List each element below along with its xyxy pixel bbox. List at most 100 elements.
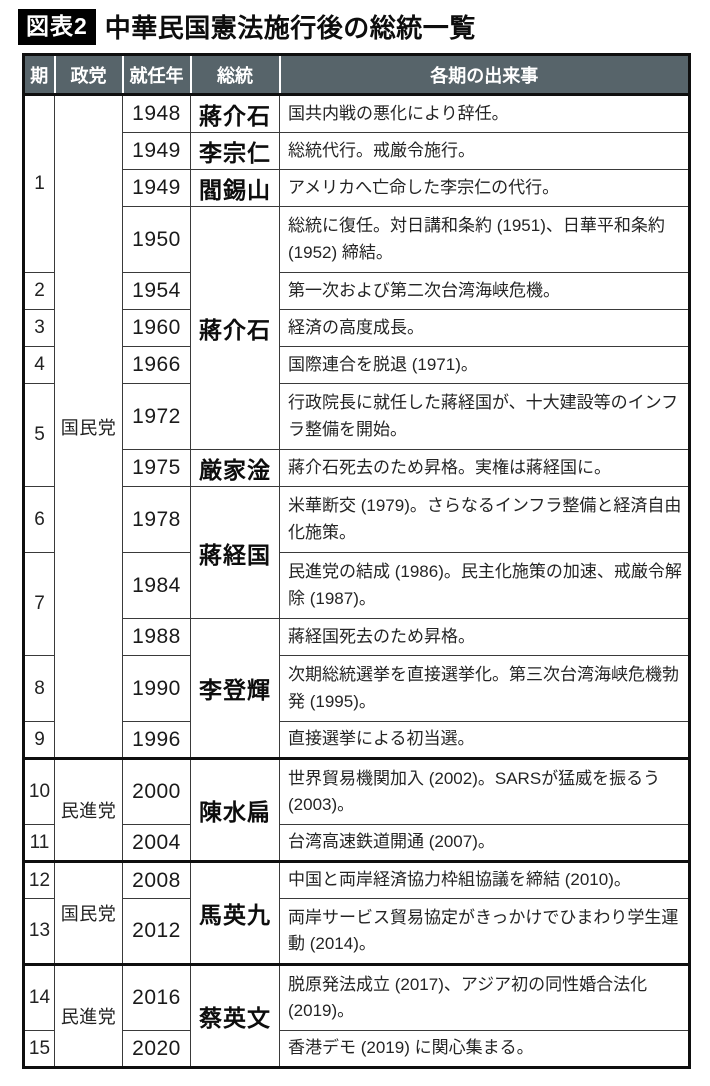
event-cell: 世界貿易機関加入 (2002)。SARSが猛威を振るう (2003)。	[279, 757, 690, 825]
year-cell: 2012	[122, 898, 191, 965]
year-cell: 1996	[122, 721, 191, 759]
table-row: 15 2020 香港デモ (2019) に関心集まる。	[23, 1030, 690, 1068]
year-cell: 1972	[122, 383, 191, 450]
column-header-events: 各期の出来事	[278, 54, 690, 96]
event-cell: 国共内戦の悪化により辞任。	[279, 94, 690, 133]
page: { "figure": { "badge": "図表2", "title": "…	[0, 8, 710, 1086]
event-cell: 行政院長に就任した蔣経国が、十大建設等のインフラ整備を開始。	[279, 383, 690, 450]
table-row: 4 1966 国際連合を脱退 (1971)。	[23, 346, 690, 384]
table-row: 11 2004 台湾高速鉄道開通 (2007)。	[23, 824, 690, 862]
table-row: 1949 李宗仁 総統代行。戒厳令施行。	[24, 132, 690, 170]
table-row: 3 1960 経済の高度成長。	[23, 309, 690, 347]
party-cell: 国民党	[54, 94, 123, 759]
event-cell: 香港デモ (2019) に関心集まる。	[279, 1030, 690, 1068]
table-row: 1949 閻錫山 アメリカへ亡命した李宗仁の代行。	[24, 169, 690, 207]
table-row: 13 2012 両岸サービス貿易協定がきっかけでひまわり学生運動 (2014)。	[23, 898, 690, 965]
table-row: 12 国民党 2008 馬英九 中国と両岸経済協力枠組協議を締結 (2010)。	[23, 860, 690, 965]
page-title: 中華民国憲法施行後の総統一覧	[104, 13, 476, 43]
column-header-period: 期	[23, 54, 55, 96]
event-cell: 国際連合を脱退 (1971)。	[279, 346, 690, 384]
year-cell: 2008	[122, 860, 191, 899]
year-cell: 1975	[122, 449, 191, 487]
president-cell: 李登輝	[190, 618, 280, 759]
period-cell: 14	[23, 963, 55, 1031]
table-header-row: 期 政党 就任年 総統 各期の出来事	[23, 54, 690, 96]
table-body: 1 国民党 1948 蔣介石 国共内戦の悪化により辞任。 1949 李宗仁 総統代行。戒厳令施…	[23, 94, 690, 1068]
period-cell: 7	[23, 552, 55, 656]
column-header-party: 政党	[53, 54, 123, 96]
column-header-president: 総統	[189, 54, 280, 96]
year-cell: 1949	[122, 169, 191, 207]
year-cell: 1949	[122, 132, 191, 170]
year-cell: 1988	[122, 618, 191, 656]
event-cell: 次期総統選挙を直接選挙化。第三次台湾海峡危機勃発 (1995)。	[279, 655, 690, 722]
period-cell: 12	[23, 860, 55, 899]
period-cell: 13	[23, 898, 55, 965]
year-cell: 1990	[122, 655, 191, 722]
party-cell: 民進党	[54, 963, 123, 1068]
event-cell: アメリカへ亡命した李宗仁の代行。	[279, 169, 690, 207]
event-cell: 台湾高速鉄道開通 (2007)。	[279, 824, 690, 862]
year-cell: 1960	[122, 309, 191, 347]
table-row: 2 1954 第一次および第二次台湾海峡危機。	[23, 272, 690, 310]
president-cell: 陳水扁	[190, 757, 280, 862]
event-cell: 脱原発法成立 (2017)、アジア初の同性婚合法化 (2019)。	[279, 963, 690, 1031]
event-cell: 総統代行。戒厳令施行。	[279, 132, 690, 170]
figure-header: 図表2 中華民国憲法施行後の総統一覧	[18, 8, 710, 45]
year-cell: 2020	[122, 1030, 191, 1068]
year-cell: 1948	[122, 94, 191, 133]
year-cell: 1984	[122, 552, 191, 619]
table-row: 1988 李登輝 蔣経国死去のため昇格。	[24, 618, 690, 759]
table-row: 1950 蔣介石 総統に復任。対日講和条約 (1951)、日華平和条約 (1952)…	[24, 206, 690, 450]
period-cell: 8	[23, 655, 55, 722]
year-cell: 1954	[122, 272, 191, 310]
year-cell: 2004	[122, 824, 191, 862]
period-cell: 4	[23, 346, 55, 384]
period-cell: 6	[23, 486, 55, 553]
table-row: 6 1978 蔣経国 米華断交 (1979)。さらなるインフラ整備と経済自由化施策。	[23, 486, 690, 619]
event-cell: 両岸サービス貿易協定がきっかけでひまわり学生運動 (2014)。	[279, 898, 690, 965]
party-cell: 民進党	[54, 757, 123, 862]
period-cell: 5	[23, 383, 55, 487]
table-row: 7 1984 民進党の結成 (1986)。民主化施策の加速、戒厳令解除 (1987)…	[23, 552, 690, 656]
figure-badge: 図表2	[18, 8, 96, 45]
event-cell: 第一次および第二次台湾海峡危機。	[279, 272, 690, 310]
table-row: 1975 厳家淦 蔣介石死去のため昇格。実権は蔣経国に。	[24, 449, 690, 487]
event-cell: 民進党の結成 (1986)。民主化施策の加速、戒厳令解除 (1987)。	[279, 552, 690, 619]
period-cell: 1	[23, 94, 55, 273]
table-row: 9 1996 直接選挙による初当選。	[23, 721, 690, 759]
president-cell: 李宗仁	[190, 132, 280, 170]
period-cell: 9	[23, 721, 55, 759]
period-cell: 15	[23, 1030, 55, 1068]
president-cell: 閻錫山	[190, 169, 280, 207]
year-cell: 2016	[122, 963, 191, 1031]
president-cell: 蔣介石	[190, 94, 280, 133]
president-cell: 蔣経国	[190, 486, 280, 619]
period-cell: 10	[23, 757, 55, 825]
event-cell: 蔣経国死去のため昇格。	[279, 618, 690, 656]
event-cell: 米華断交 (1979)。さらなるインフラ整備と経済自由化施策。	[279, 486, 690, 553]
event-cell: 経済の高度成長。	[279, 309, 690, 347]
year-cell: 1950	[122, 206, 191, 273]
period-cell: 3	[23, 309, 55, 347]
presidents-table: 期 政党 就任年 総統 各期の出来事 1 国民党 1948 蔣介石 国共内戦の悪化により…	[22, 53, 691, 1069]
president-cell: 蔣介石	[190, 206, 280, 450]
table-row: 14 民進党 2016 蔡英文 脱原発法成立 (2017)、アジア初の同性婚合法化 (2…	[23, 963, 690, 1068]
table-row: 8 1990 次期総統選挙を直接選挙化。第三次台湾海峡危機勃発 (1995)。	[23, 655, 690, 722]
event-cell: 中国と両岸経済協力枠組協議を締結 (2010)。	[279, 860, 690, 899]
year-cell: 2000	[122, 757, 191, 825]
year-cell: 1978	[122, 486, 191, 553]
president-cell: 馬英九	[190, 860, 280, 965]
period-cell: 11	[23, 824, 55, 862]
table-row: 10 民進党 2000 陳水扁 世界貿易機関加入 (2002)。SARSが猛威を振るう …	[23, 757, 690, 862]
event-cell: 蔣介石死去のため昇格。実権は蔣経国に。	[279, 449, 690, 487]
table-row: 1 国民党 1948 蔣介石 国共内戦の悪化により辞任。	[23, 94, 690, 759]
table-row: 5 1972 行政院長に就任した蔣経国が、十大建設等のインフラ整備を開始。	[23, 383, 690, 487]
event-cell: 総統に復任。対日講和条約 (1951)、日華平和条約 (1952) 締結。	[279, 206, 690, 273]
event-cell: 直接選挙による初当選。	[279, 721, 690, 759]
president-cell: 厳家淦	[190, 449, 280, 487]
period-cell: 2	[23, 272, 55, 310]
party-cell: 国民党	[54, 860, 123, 965]
column-header-year: 就任年	[121, 54, 191, 96]
year-cell: 1966	[122, 346, 191, 384]
